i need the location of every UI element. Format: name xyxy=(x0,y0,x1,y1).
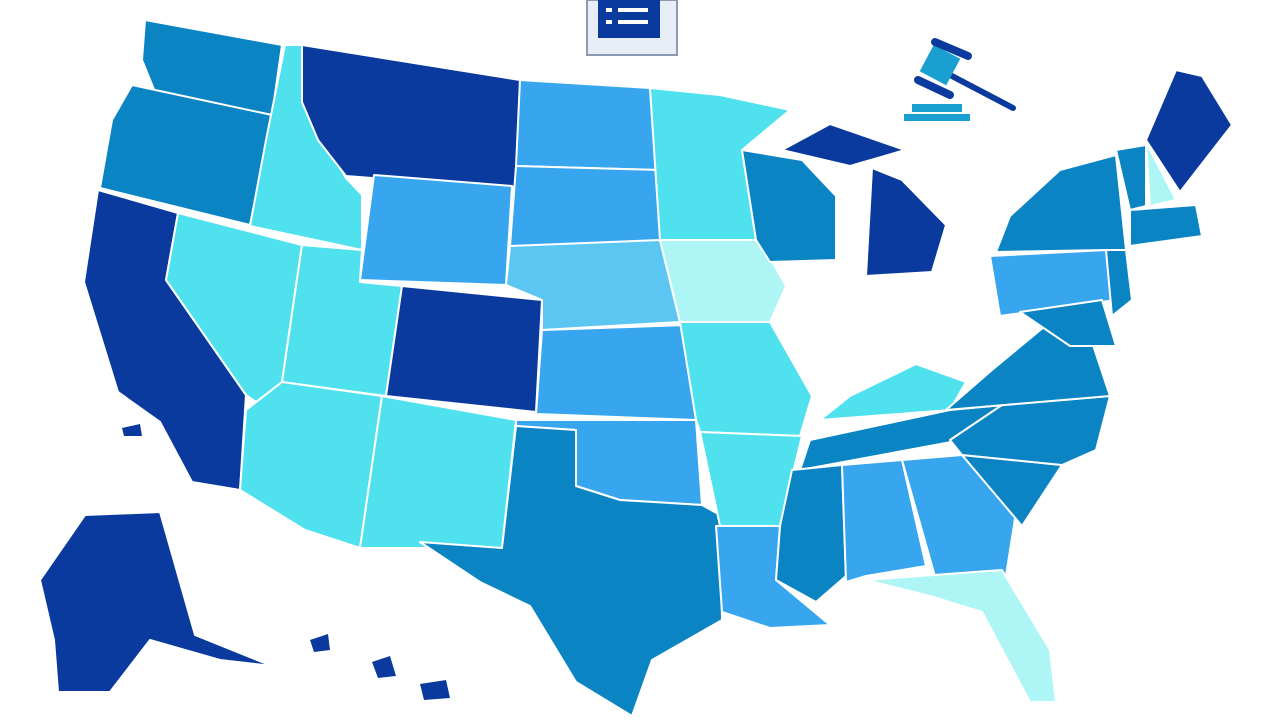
state xyxy=(865,167,947,277)
state xyxy=(535,324,697,421)
state xyxy=(659,239,787,323)
state xyxy=(239,381,383,549)
state xyxy=(679,321,813,437)
state xyxy=(1145,141,1177,207)
state xyxy=(781,123,906,167)
state xyxy=(372,656,396,678)
state xyxy=(741,149,837,263)
state xyxy=(841,459,927,583)
state xyxy=(310,634,330,652)
state xyxy=(99,84,273,226)
document-icon xyxy=(586,0,678,56)
state xyxy=(995,154,1127,253)
gavel-icon xyxy=(904,38,1016,121)
state xyxy=(420,680,450,700)
state xyxy=(865,569,1057,703)
state xyxy=(515,79,657,171)
state xyxy=(1105,249,1133,317)
state xyxy=(1145,69,1233,193)
state xyxy=(122,424,142,436)
state xyxy=(385,285,543,413)
state xyxy=(1115,144,1147,211)
states xyxy=(39,19,1233,717)
state xyxy=(39,511,273,693)
state xyxy=(1129,204,1203,247)
state xyxy=(509,165,661,247)
state xyxy=(359,395,517,549)
state xyxy=(419,425,723,717)
state xyxy=(359,174,513,286)
state xyxy=(819,363,967,421)
state xyxy=(1019,299,1117,347)
